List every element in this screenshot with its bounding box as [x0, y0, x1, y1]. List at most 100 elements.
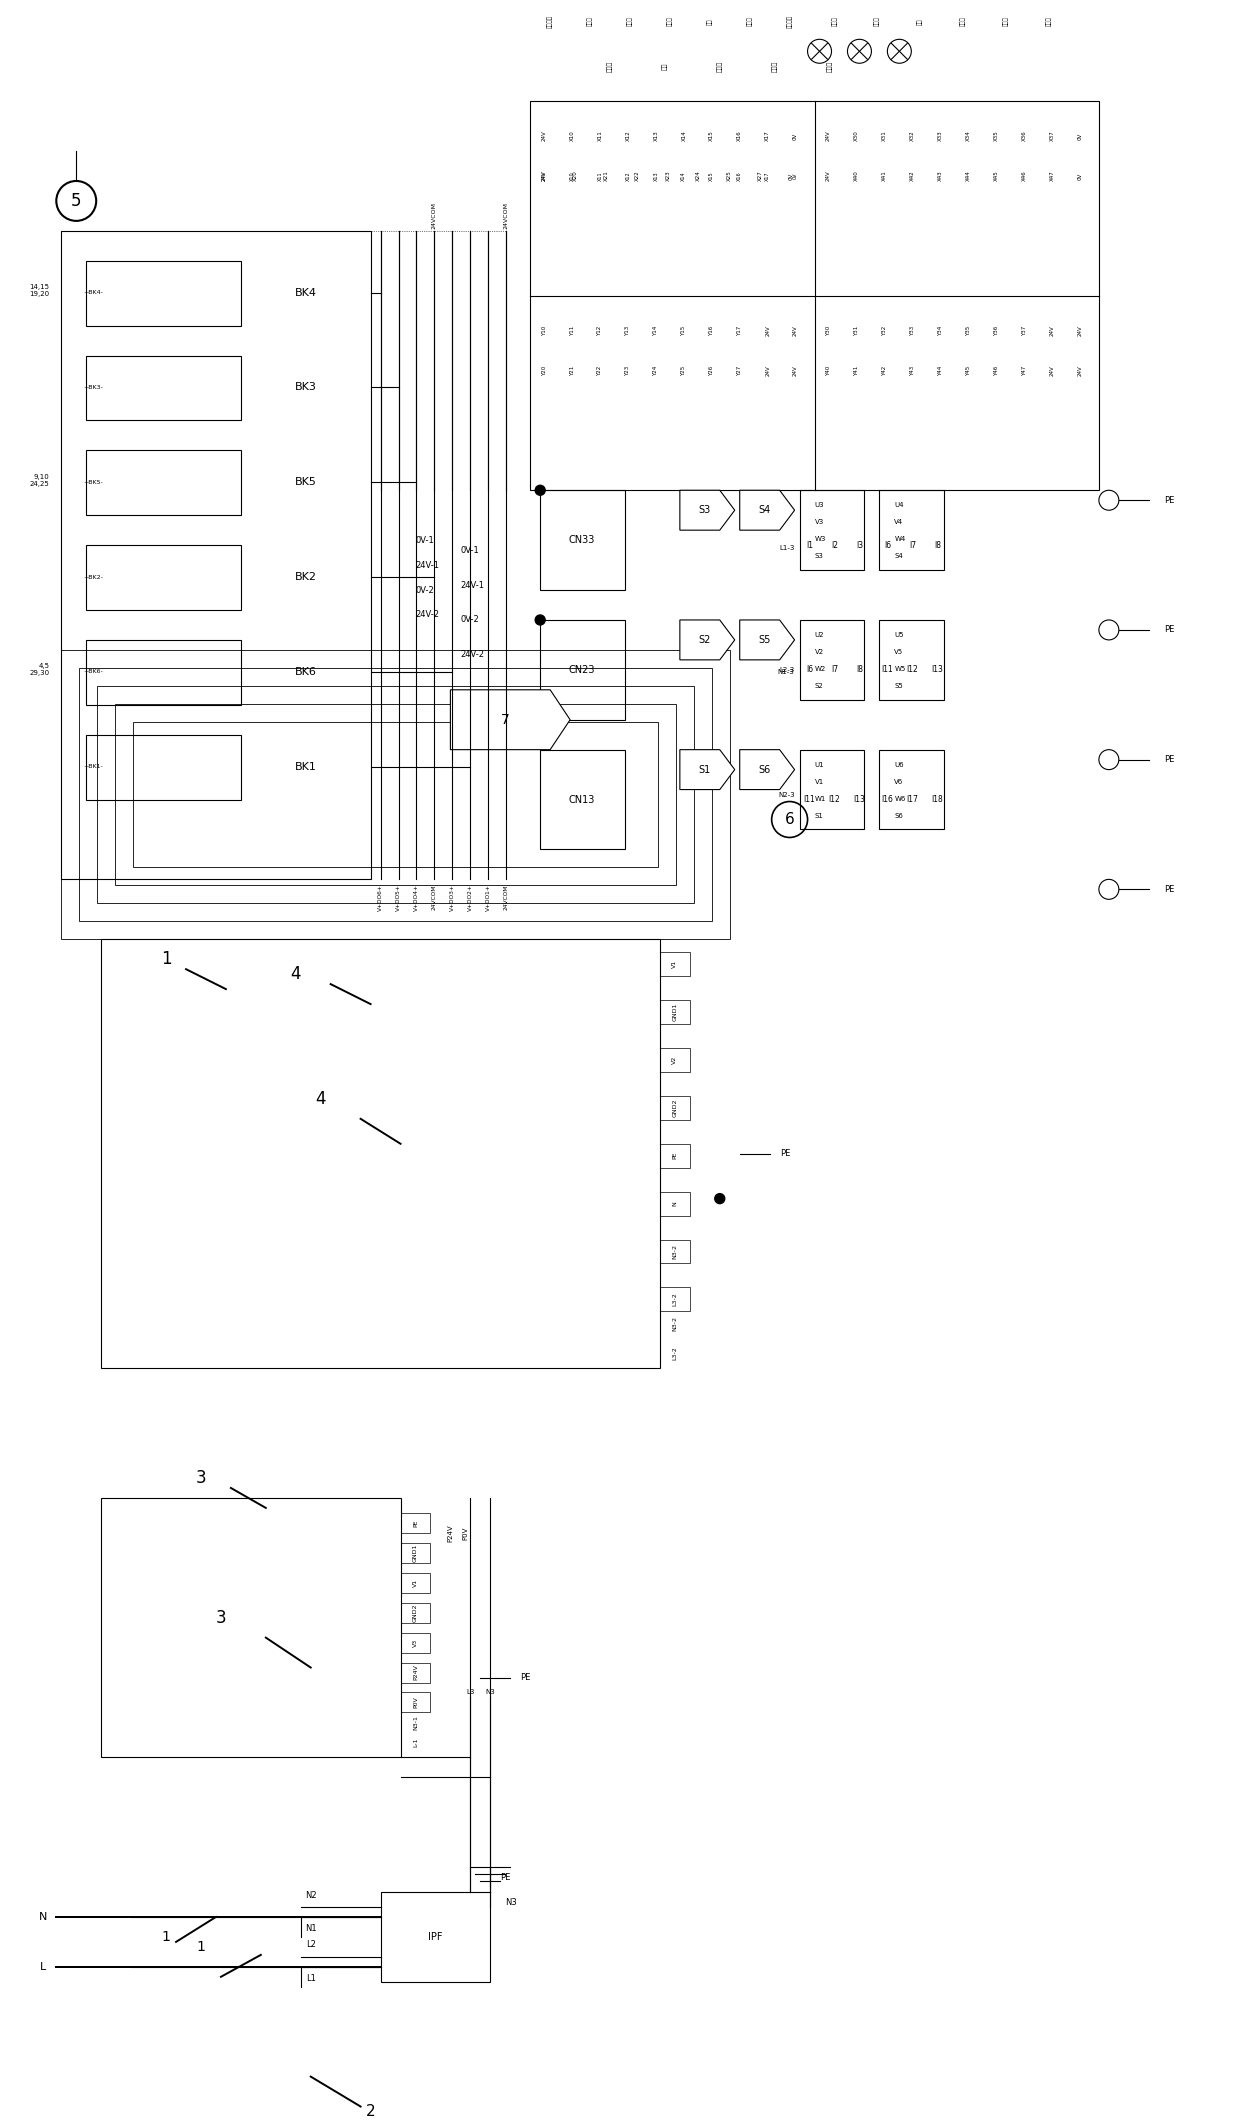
Text: L2: L2	[306, 1940, 316, 1950]
Text: Y20: Y20	[542, 365, 547, 376]
Text: X35: X35	[993, 132, 998, 142]
Text: Y16: Y16	[709, 325, 714, 335]
Text: Y32: Y32	[882, 325, 887, 335]
Text: GND2: GND2	[672, 1099, 677, 1116]
Text: 1: 1	[161, 951, 171, 968]
Text: 24VCOM: 24VCOM	[503, 885, 508, 910]
Text: X27: X27	[758, 170, 763, 180]
Text: P0V: P0V	[463, 1526, 469, 1541]
Text: W5: W5	[894, 666, 905, 673]
Text: Y37: Y37	[1022, 325, 1027, 335]
Bar	[87, 734, 241, 800]
Text: S1: S1	[815, 813, 823, 819]
Text: Y36: Y36	[993, 325, 998, 335]
Text: 24VCOM: 24VCOM	[432, 202, 436, 229]
Text: X37: X37	[1049, 132, 1054, 142]
Text: Y44: Y44	[937, 365, 942, 376]
Text: W1: W1	[815, 796, 826, 802]
Bar	[381, 1893, 490, 1982]
Text: 24V: 24V	[1049, 325, 1054, 335]
Text: BK2: BK2	[295, 573, 316, 581]
Text: X20: X20	[573, 170, 578, 180]
Text: 关模完: 关模完	[627, 17, 632, 25]
Text: Y41: Y41	[854, 365, 859, 376]
Text: PE: PE	[1164, 626, 1174, 634]
Text: 24V: 24V	[1049, 365, 1054, 376]
Text: Y34: Y34	[937, 325, 942, 335]
Text: 24V: 24V	[542, 170, 547, 180]
Text: BK3: BK3	[295, 382, 316, 393]
Text: N3-2: N3-2	[672, 1316, 677, 1330]
Text: 24V: 24V	[765, 325, 770, 335]
Text: Y22: Y22	[598, 365, 603, 376]
Text: 24VCOM: 24VCOM	[503, 202, 508, 229]
Text: S3: S3	[698, 505, 711, 516]
Text: Y47: Y47	[1022, 365, 1027, 376]
Text: N2: N2	[305, 1891, 316, 1899]
Text: 0V: 0V	[794, 132, 799, 140]
Text: PE: PE	[780, 1150, 790, 1159]
Text: X16: X16	[738, 172, 743, 180]
Text: S4: S4	[759, 505, 771, 516]
Text: I8: I8	[856, 666, 863, 675]
Text: 7: 7	[501, 713, 510, 726]
Text: Y17: Y17	[738, 325, 743, 335]
Text: 24V: 24V	[542, 172, 547, 180]
Text: 4,5
29,30: 4,5 29,30	[30, 664, 50, 677]
Text: Y13: Y13	[625, 325, 630, 335]
Text: Y12: Y12	[598, 325, 603, 335]
Text: X46: X46	[1022, 170, 1027, 180]
Text: 2: 2	[366, 2105, 376, 2120]
Text: +BK1-: +BK1-	[83, 764, 103, 768]
Text: X24: X24	[697, 170, 702, 180]
Text: 应急停止: 应急停止	[787, 15, 792, 28]
Text: 24V-2: 24V-2	[460, 649, 485, 660]
Text: 3: 3	[196, 1468, 206, 1488]
Bar	[800, 490, 864, 571]
Text: 可出中: 可出中	[1003, 17, 1009, 25]
Text: V3: V3	[413, 1638, 418, 1647]
Text: 方便用: 方便用	[961, 17, 966, 25]
Text: CN33: CN33	[569, 535, 595, 545]
Bar	[87, 261, 241, 325]
Text: X22: X22	[635, 170, 640, 180]
Bar	[401, 1513, 430, 1532]
Text: X32: X32	[910, 132, 915, 142]
Text: I8: I8	[934, 541, 941, 550]
Text: X34: X34	[966, 132, 971, 142]
Text: 24V: 24V	[826, 170, 831, 180]
Text: V1: V1	[413, 1579, 418, 1587]
Text: 24V-2: 24V-2	[415, 611, 439, 620]
Text: 0V: 0V	[794, 172, 799, 178]
Text: Y30: Y30	[826, 325, 831, 335]
Text: V2: V2	[815, 649, 823, 656]
Circle shape	[536, 486, 546, 494]
Text: I6: I6	[884, 541, 892, 550]
Bar	[401, 1602, 430, 1623]
Bar	[531, 102, 1099, 490]
Bar	[133, 721, 658, 868]
Text: N1-3: N1-3	[777, 668, 795, 675]
Bar	[115, 705, 676, 885]
Text: X15: X15	[709, 132, 714, 142]
Text: PE: PE	[413, 1519, 418, 1526]
Text: 24V: 24V	[765, 365, 770, 376]
Text: S6: S6	[894, 813, 903, 819]
Polygon shape	[740, 620, 795, 660]
Text: 24VCOM: 24VCOM	[432, 885, 436, 910]
Bar	[660, 1048, 689, 1072]
Text: I13: I13	[931, 666, 944, 675]
Text: I16: I16	[882, 796, 893, 804]
Bar	[61, 231, 371, 879]
Text: 出共人: 出共人	[1047, 17, 1052, 25]
Text: PE: PE	[672, 1152, 677, 1159]
Bar	[660, 999, 689, 1025]
Bar	[660, 953, 689, 976]
Text: X12: X12	[625, 132, 630, 142]
Bar	[87, 545, 241, 609]
Text: X15: X15	[709, 172, 714, 180]
Text: Y46: Y46	[993, 365, 998, 376]
Text: 可开模: 可开模	[832, 17, 837, 25]
Text: CN23: CN23	[569, 664, 595, 675]
Text: X16: X16	[738, 132, 743, 142]
